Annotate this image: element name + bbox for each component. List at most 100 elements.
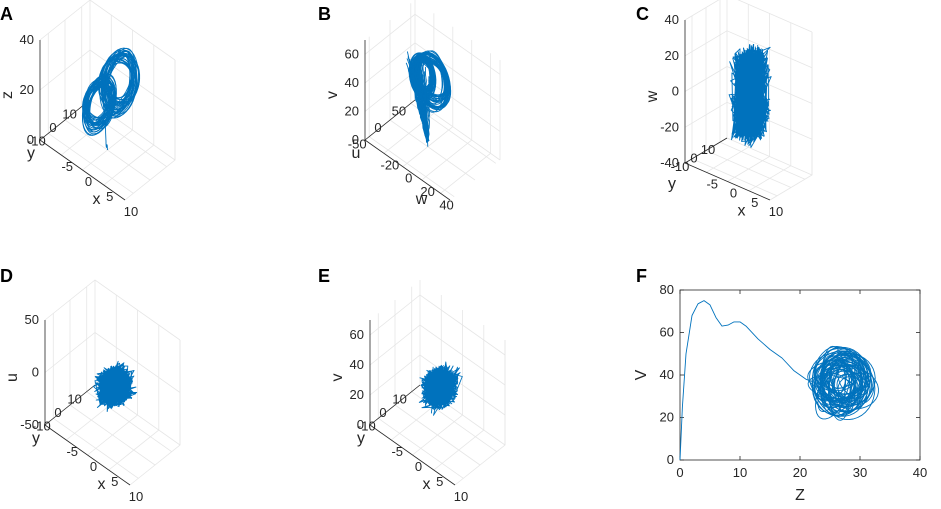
trajectory-line bbox=[100, 60, 138, 101]
z-tick-label: 0 bbox=[672, 84, 679, 99]
grid-line bbox=[364, 99, 501, 161]
z-tick-label: 0 bbox=[357, 417, 364, 432]
grid-line bbox=[53, 417, 139, 479]
z-tick-label: 40 bbox=[665, 12, 679, 27]
trajectory-series bbox=[728, 43, 772, 148]
y-tick-label: 0 bbox=[690, 151, 697, 166]
y-tick-label: 0 bbox=[49, 120, 56, 135]
grid-lines bbox=[364, 0, 501, 198]
x-tick-label: 5 bbox=[751, 195, 758, 210]
grid-line bbox=[719, 141, 806, 180]
y-axis-label: y bbox=[357, 430, 365, 447]
x-tick-label: 0 bbox=[730, 186, 737, 201]
z-tick-label: 20 bbox=[350, 387, 364, 402]
trajectory-line bbox=[821, 362, 866, 395]
z-axis-label: v bbox=[324, 91, 341, 99]
grid-line bbox=[691, 158, 778, 197]
x-tick-label: 0 bbox=[405, 171, 412, 186]
z-tick-label: 20 bbox=[345, 103, 359, 118]
trajectory-line bbox=[822, 358, 876, 421]
z-axis-label: v bbox=[329, 374, 346, 382]
y-axis-label: y bbox=[668, 176, 676, 193]
x-tick-label: 0 bbox=[85, 174, 92, 189]
trajectory-line bbox=[820, 348, 865, 402]
panel-f: 0 10 20 30 40 0 20 40 60 80 Z V F bbox=[633, 266, 927, 504]
trajectory-line bbox=[728, 43, 772, 148]
x-tick-label: 10 bbox=[733, 465, 747, 480]
y-tick-label: 10 bbox=[392, 392, 406, 407]
y-tick-label: -50 bbox=[348, 137, 367, 152]
y-tick-label: 20 bbox=[660, 410, 674, 425]
y-axis-label: V bbox=[633, 369, 650, 380]
x-tick-label: 20 bbox=[793, 465, 807, 480]
z-tick-label: 40 bbox=[350, 357, 364, 372]
x-axis-label: Z bbox=[795, 487, 805, 504]
y-axis-line bbox=[44, 384, 96, 426]
x-tick-label: 40 bbox=[913, 465, 927, 480]
trajectory-line bbox=[101, 58, 137, 104]
z-tick-label: 40 bbox=[345, 75, 359, 90]
trajectory-line bbox=[105, 62, 133, 99]
x-tick-label: 5 bbox=[111, 474, 118, 489]
z-tick-label: 20 bbox=[665, 48, 679, 63]
grid-line bbox=[69, 404, 156, 466]
grid-line bbox=[44, 279, 181, 341]
y-tick-label: -10 bbox=[32, 418, 51, 433]
grid-line bbox=[66, 295, 117, 441]
trajectory-line bbox=[816, 368, 861, 402]
trajectory-line bbox=[83, 81, 115, 124]
y-tick-label: 10 bbox=[62, 107, 76, 122]
x-tick-label: 10 bbox=[124, 204, 138, 219]
trajectory-line bbox=[102, 47, 136, 119]
x-axis-label: x bbox=[738, 203, 746, 220]
y-tick-label: 40 bbox=[660, 367, 674, 382]
x-tick-label: 30 bbox=[853, 465, 867, 480]
trajectory-series bbox=[679, 300, 879, 461]
x-axis-label: x bbox=[98, 476, 106, 493]
x-tick-label: 10 bbox=[454, 489, 468, 504]
x-tick-label: 20 bbox=[420, 184, 434, 199]
x-tick-label: 0 bbox=[90, 459, 97, 474]
x-axis-line bbox=[44, 424, 131, 486]
trajectory-line bbox=[422, 74, 429, 142]
trajectory-series bbox=[92, 360, 138, 413]
trajectory-line bbox=[832, 364, 863, 406]
y-axis-line bbox=[39, 99, 91, 141]
x-tick-label: -5 bbox=[61, 159, 73, 174]
panel-label: E bbox=[318, 266, 330, 286]
x-tick-label: -5 bbox=[706, 176, 718, 191]
x-tick-label: -5 bbox=[391, 444, 403, 459]
z-tick-label: 40 bbox=[20, 32, 34, 47]
trajectory-line bbox=[411, 67, 429, 142]
y-tick-label: 0 bbox=[667, 452, 674, 467]
x-axis-line bbox=[39, 139, 126, 201]
grid-line bbox=[684, 0, 813, 33]
grid-line bbox=[391, 295, 442, 441]
grid-line bbox=[368, 136, 455, 198]
trajectory-line bbox=[101, 50, 137, 115]
x-tick-label: 5 bbox=[436, 474, 443, 489]
x-axis-label: x bbox=[423, 476, 431, 493]
grid-line bbox=[39, 0, 176, 61]
grid-line bbox=[378, 417, 464, 479]
y-tick-label: 60 bbox=[660, 325, 674, 340]
panel-label: B bbox=[318, 4, 331, 24]
trajectory-line bbox=[92, 360, 138, 413]
y-tick-label: 0 bbox=[54, 405, 61, 420]
x-axis-line bbox=[684, 162, 771, 201]
x-tick-label: -20 bbox=[380, 157, 399, 172]
trajectory-line bbox=[821, 345, 846, 413]
trajectory-series bbox=[418, 361, 463, 416]
y-tick-label: -10 bbox=[671, 159, 690, 174]
z-tick-label: -20 bbox=[660, 119, 679, 134]
y-tick-label: 0 bbox=[374, 120, 381, 135]
y-axis-line bbox=[364, 99, 416, 141]
z-axis-label: z bbox=[0, 91, 16, 99]
panel-label: F bbox=[636, 266, 647, 286]
